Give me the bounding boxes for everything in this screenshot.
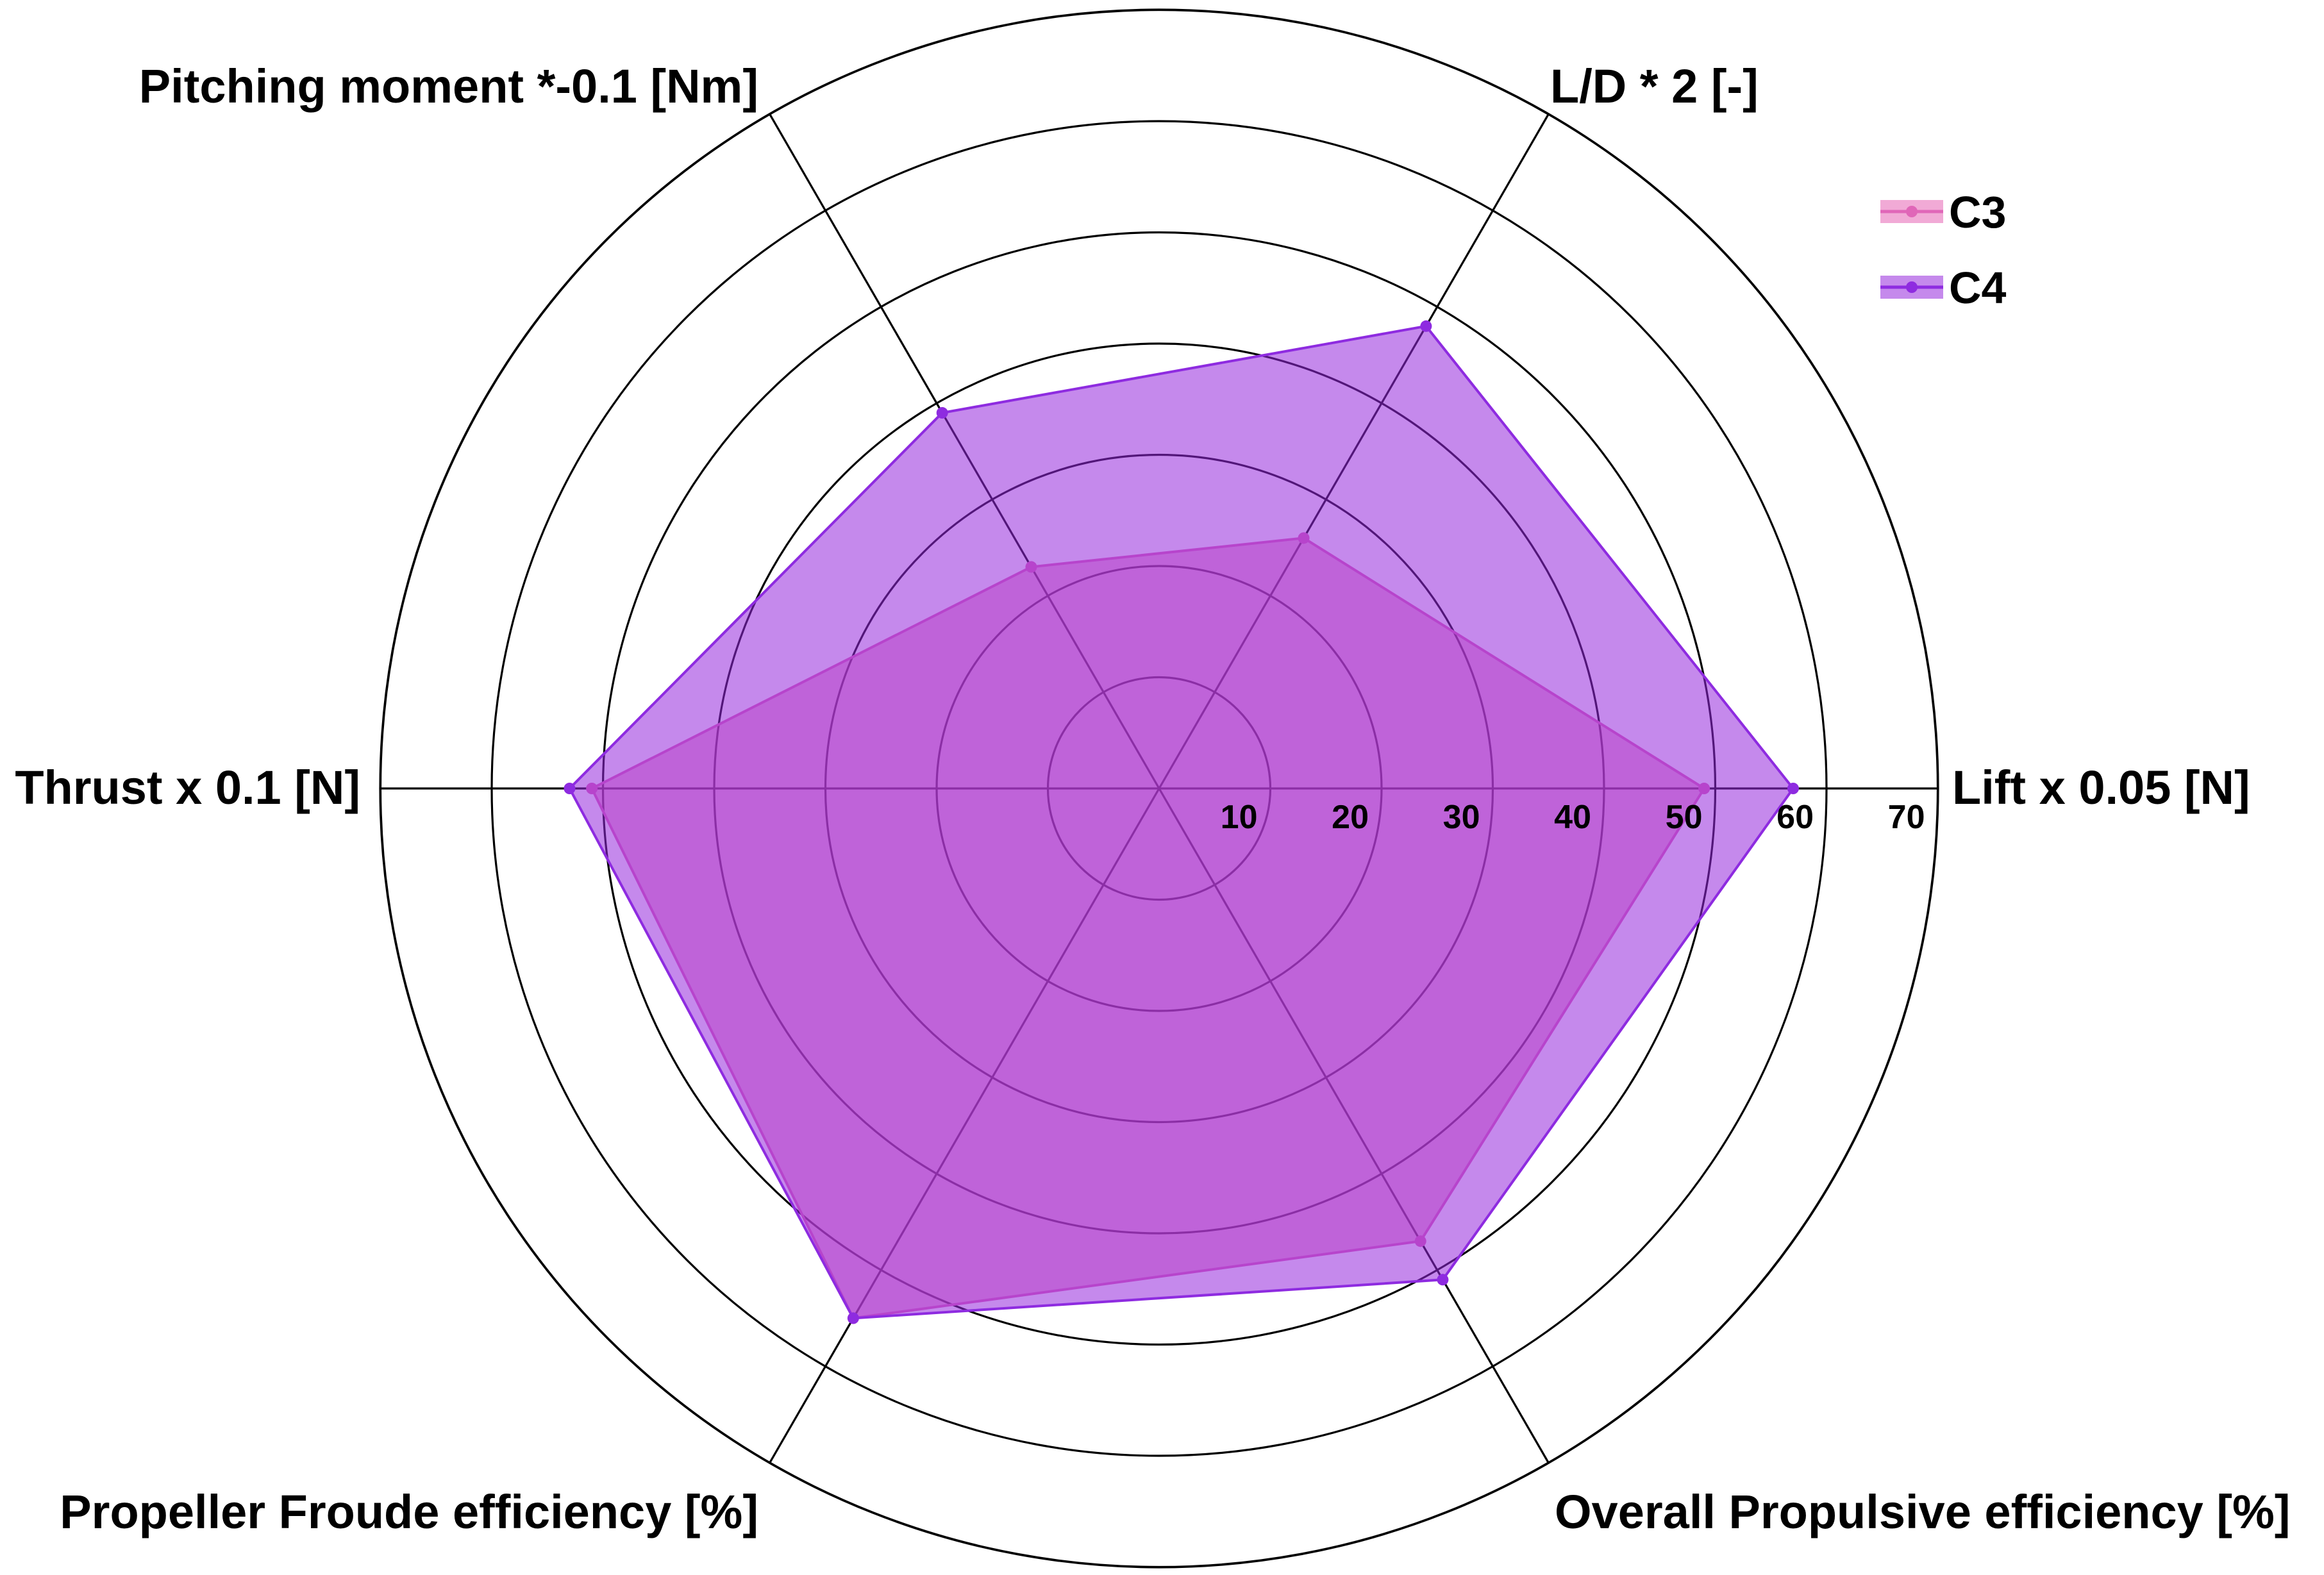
point-c4-2 xyxy=(936,407,948,419)
point-c4-1 xyxy=(1420,320,1432,332)
axis-label-3: Thrust x 0.1 [N] xyxy=(15,761,360,814)
point-c4-4 xyxy=(847,1312,859,1324)
point-c4-3 xyxy=(564,783,576,794)
tick-label-60: 60 xyxy=(1776,799,1814,836)
point-c4-5 xyxy=(1437,1274,1449,1286)
tick-label-20: 20 xyxy=(1332,799,1369,836)
axis-label-5: Overall Propulsive efficiency [%] xyxy=(1555,1485,2290,1538)
tick-label-70: 70 xyxy=(1888,799,1925,836)
tick-label-50: 50 xyxy=(1666,799,1703,836)
legend-marker-c3 xyxy=(1906,206,1918,217)
legend: C3 C4 xyxy=(1880,187,2007,313)
tick-label-40: 40 xyxy=(1554,799,1591,836)
radar-series xyxy=(564,320,1799,1324)
axis-label-0: Lift x 0.05 [N] xyxy=(1952,761,2250,814)
legend-label-c3: C3 xyxy=(1949,187,2006,237)
axis-label-4: Propeller Froude efficiency [%] xyxy=(60,1485,758,1538)
point-c4-0 xyxy=(1787,783,1799,794)
axis-label-1: L/D * 2 [-] xyxy=(1550,60,1759,113)
tick-label-30: 30 xyxy=(1443,799,1480,836)
axis-labels: Lift x 0.05 [N] L/D * 2 [-] Pitching momen… xyxy=(15,60,2290,1538)
axis-label-2: Pitching moment *-0.1 [Nm] xyxy=(139,60,758,113)
legend-label-c4: C4 xyxy=(1949,263,2007,313)
tick-label-10: 10 xyxy=(1221,799,1258,836)
legend-marker-c4 xyxy=(1906,281,1918,293)
radial-tick-labels: 10 20 30 40 50 60 70 xyxy=(1221,799,1925,836)
